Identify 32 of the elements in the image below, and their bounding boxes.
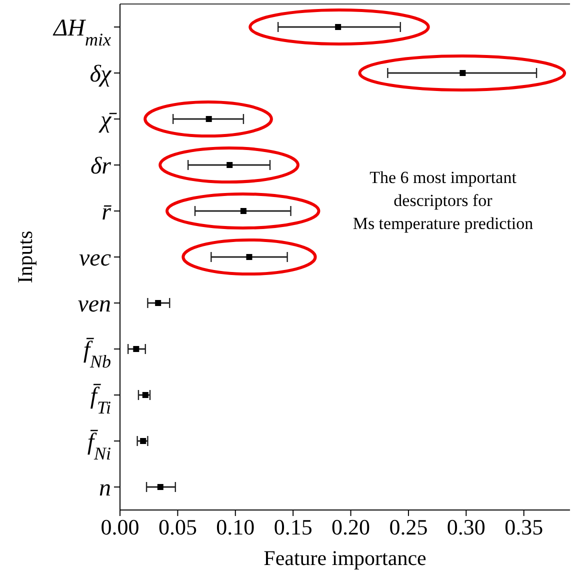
point	[240, 208, 246, 214]
point	[335, 24, 342, 30]
y-axis-title: Inputs	[13, 230, 37, 284]
point	[246, 254, 252, 260]
y-tick-label: δχ	[90, 61, 112, 88]
point	[206, 116, 212, 122]
point	[133, 346, 140, 352]
y-tick-label: ven	[78, 291, 111, 318]
x-tick-label: 0.10	[216, 514, 255, 540]
y-tick-label: f̄$_{Nb}$	[83, 337, 111, 372]
y-tick-label: r̄	[102, 199, 112, 226]
point	[140, 438, 146, 444]
x-tick-label: 0.20	[332, 514, 370, 540]
y-tick-label: f̄$_{Ni}$	[87, 429, 111, 464]
y-tick-label: ΔH$_{mix}$	[52, 15, 111, 50]
y-tick-label: δr	[90, 153, 112, 180]
x-tick-label: 0.05	[158, 514, 197, 540]
x-tick-label: 0.15	[274, 514, 312, 540]
point	[155, 300, 162, 306]
x-axis-title: Feature importance	[264, 546, 426, 570]
y-tick-label: f̄$_{Ti}$	[90, 383, 111, 418]
x-tick-label: 0.00	[100, 514, 140, 540]
y-tick-label: χ̄	[98, 107, 117, 134]
annotation: The 6 most important descriptors for Ms temperature prediction	[352, 168, 534, 233]
x-tick-label: 0.30	[446, 514, 486, 540]
y-tick-label: vec	[79, 245, 112, 272]
x-tick-label: 0.25	[389, 514, 428, 540]
y-tick-label: n	[99, 475, 111, 502]
point	[157, 484, 164, 490]
point	[142, 392, 148, 398]
point	[226, 162, 233, 168]
x-tick-label: 0.35	[504, 514, 544, 540]
